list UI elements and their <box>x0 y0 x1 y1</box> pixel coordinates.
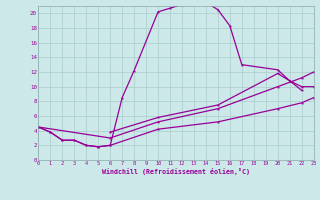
X-axis label: Windchill (Refroidissement éolien,°C): Windchill (Refroidissement éolien,°C) <box>102 168 250 175</box>
